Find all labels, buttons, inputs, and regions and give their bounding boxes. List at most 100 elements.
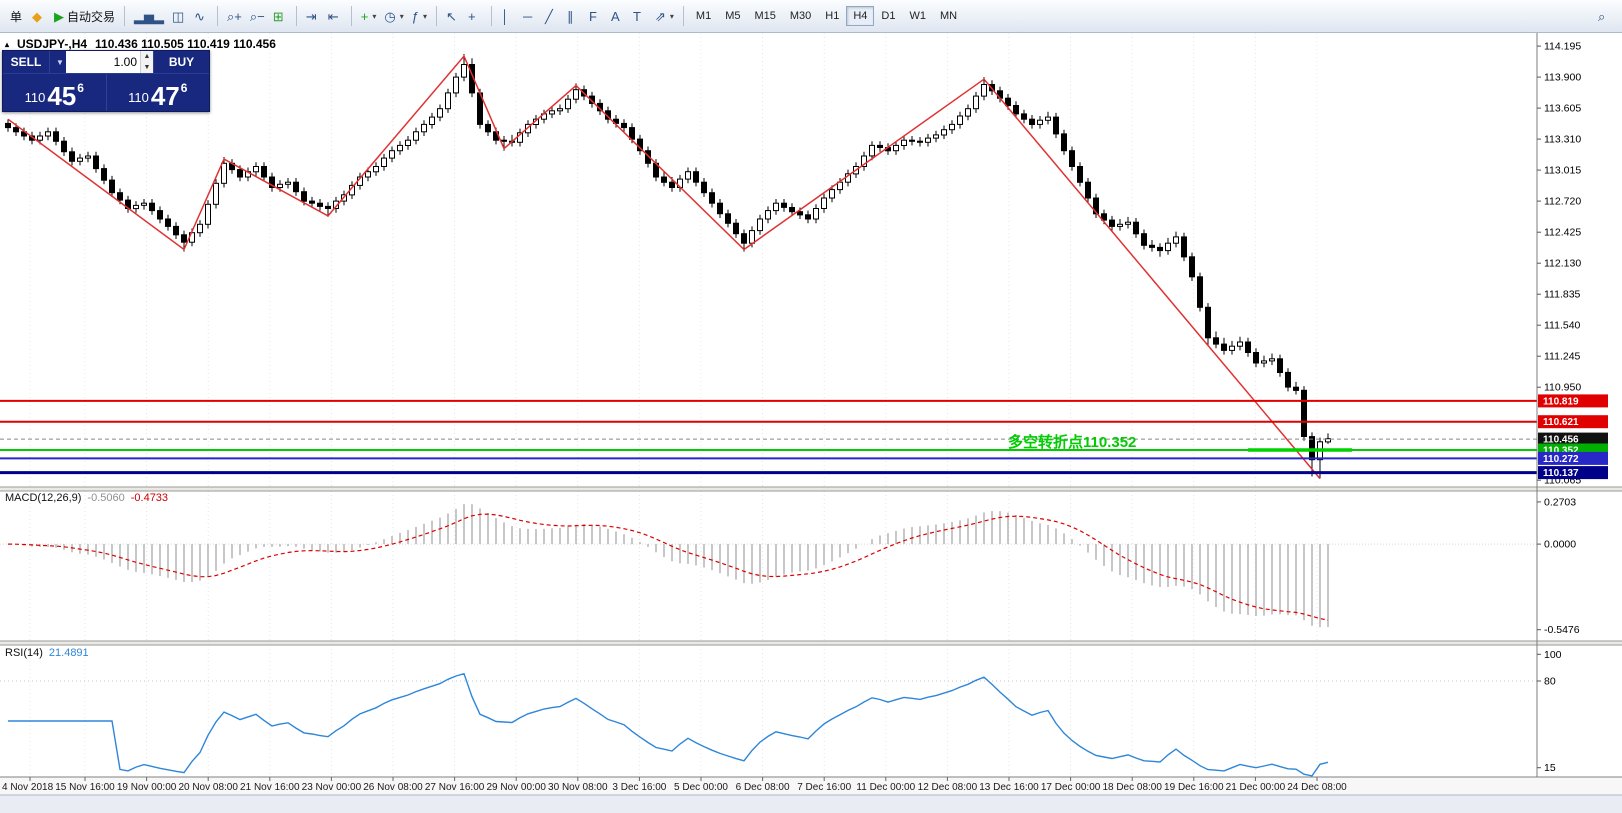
chevron-down-icon: ▾ (669, 11, 674, 21)
text-label-icon: T (632, 8, 641, 24)
volume-down-button[interactable]: ▼ (143, 64, 151, 71)
volume-dropdown-button[interactable]: ▼ (49, 51, 66, 73)
text-icon: A (610, 8, 620, 24)
text-button[interactable]: A (607, 4, 629, 28)
trendline-icon: ╱ (544, 8, 553, 24)
trendline-button[interactable]: ╱ (541, 4, 563, 28)
ask-price[interactable]: 110 47 6 (105, 74, 210, 111)
tile-windows-button[interactable]: ⊞ (269, 4, 291, 28)
svg-text:110.272: 110.272 (1543, 454, 1579, 465)
macd-pane (0, 504, 1537, 628)
svg-text:111.835: 111.835 (1544, 289, 1581, 301)
svg-text:18 Dec 08:00: 18 Dec 08:00 (1102, 782, 1162, 793)
svg-text:110.950: 110.950 (1544, 382, 1581, 394)
indicators-button[interactable]: ƒ ▾ (408, 4, 431, 28)
pane-separator-rsi[interactable] (0, 641, 1622, 646)
svg-text:110.456: 110.456 (1543, 435, 1579, 446)
new-chart-icon: + (360, 8, 369, 24)
sell-button[interactable]: SELL (3, 51, 49, 73)
periods-icon: ◷ (384, 8, 396, 24)
text-label-button[interactable]: T (629, 4, 651, 28)
ask-pipette: 6 (180, 81, 188, 95)
crosshair-button[interactable]: + (464, 4, 486, 28)
order-button[interactable]: 单 (6, 4, 28, 28)
bid-price[interactable]: 110 45 6 (3, 74, 106, 111)
timeframe-m30-button[interactable]: M30 (783, 6, 818, 26)
trade-panel-prices: 110 45 6 110 47 6 (3, 74, 209, 111)
timeframe-m1-button[interactable]: M1 (689, 6, 718, 26)
svg-text:15 Nov 16:00: 15 Nov 16:00 (55, 782, 115, 793)
vertical-line-button[interactable]: │ (497, 4, 519, 28)
svg-text:7 Dec 16:00: 7 Dec 16:00 (797, 782, 851, 793)
auto-scroll-button[interactable]: ⇥ (302, 4, 324, 28)
macd-signal-line (7, 513, 1329, 621)
volume-up-button[interactable]: ▲ (143, 53, 151, 60)
fibonacci-button[interactable]: F (585, 4, 607, 28)
toolbar-separator (217, 6, 219, 26)
volume-input[interactable] (66, 51, 140, 73)
trade-panel-controls: SELL ▼ ▲ ▼ BUY (3, 51, 209, 74)
toolbar-separator (682, 6, 684, 26)
zoom-out-button[interactable]: ⌕− (246, 4, 269, 28)
new-chart-button[interactable]: + ▾ (357, 4, 381, 28)
symbol-title: USDJPY-,H4 (17, 37, 88, 51)
svg-text:111.245: 111.245 (1544, 351, 1581, 363)
timeframe-d1-button[interactable]: D1 (874, 6, 902, 26)
vertical-line-icon: │ (500, 8, 510, 24)
timeframe-h1-button[interactable]: H1 (818, 6, 846, 26)
svg-text:27 Nov 16:00: 27 Nov 16:00 (425, 782, 485, 793)
svg-text:3 Dec 16:00: 3 Dec 16:00 (612, 782, 666, 793)
search-button[interactable]: ⌕ (1594, 4, 1616, 28)
line-chart-button[interactable]: ∿ (190, 4, 212, 28)
timeframe-h4-button[interactable]: H4 (846, 6, 875, 26)
favorites-icon: ◆ (32, 8, 42, 24)
horizontal-line-button[interactable]: ─ (519, 4, 541, 28)
zoom-in-button[interactable]: ⌕+ (223, 4, 246, 28)
timeframe-mn-button[interactable]: MN (933, 6, 964, 26)
svg-text:21 Nov 16:00: 21 Nov 16:00 (240, 782, 300, 793)
toolbar-separator (124, 6, 126, 26)
svg-text:24 Dec 08:00: 24 Dec 08:00 (1287, 782, 1347, 793)
svg-text:30 Nov 08:00: 30 Nov 08:00 (548, 782, 608, 793)
zigzag-indicator-line[interactable] (7, 54, 1321, 480)
rsi-indicator-label: RSI(14) 21.4891 (5, 647, 89, 659)
bid-big: 45 (47, 80, 77, 111)
buy-button[interactable]: BUY (153, 51, 209, 73)
price-axis[interactable] (1537, 33, 1622, 777)
timeframe-m5-button[interactable]: M5 (718, 6, 747, 26)
autotrading-icon: ▶ (54, 8, 64, 24)
ask-big: 47 (150, 80, 180, 111)
bid-pipette: 6 (77, 81, 84, 95)
equidistant-channel-icon: ∥ (566, 8, 574, 24)
svg-text:113.605: 113.605 (1544, 103, 1581, 115)
turning-point-annotation[interactable]: 多空转折点110.352 (1008, 434, 1137, 451)
macd-main-value: -0.5060 (87, 492, 125, 504)
toolbar-separator (435, 6, 437, 26)
favorites-button[interactable]: ◆ (28, 4, 50, 28)
pane-separator-macd[interactable] (0, 487, 1622, 492)
timeframe-m15-button[interactable]: M15 (747, 6, 782, 26)
svg-text:13 Dec 16:00: 13 Dec 16:00 (979, 782, 1039, 793)
cursor-button[interactable]: ↖ (442, 4, 464, 28)
volume-box: ▲ ▼ (66, 51, 153, 73)
time-axis[interactable] (0, 777, 1537, 795)
svg-text:11 Dec 00:00: 11 Dec 00:00 (856, 782, 915, 793)
collapse-panel-icon[interactable]: ▴ (5, 39, 10, 49)
chevron-down-icon: ▼ (56, 57, 64, 67)
arrows-button[interactable]: ⇗ ▾ (651, 4, 678, 28)
timeframe-w1-button[interactable]: W1 (902, 6, 933, 26)
periods-button[interactable]: ◷ ▾ (380, 4, 407, 28)
bar-chart-button[interactable]: ▂▅▂ (130, 4, 168, 28)
candlestick-chart-button[interactable]: ◫ (168, 4, 190, 28)
autotrading-button[interactable]: ▶ 自动交易 (50, 4, 119, 28)
svg-text:6 Dec 08:00: 6 Dec 08:00 (736, 782, 790, 793)
rsi-line (8, 672, 1329, 777)
tile-windows-icon: ⊞ (272, 8, 284, 24)
chart-shift-button[interactable]: ⇤ (324, 4, 346, 28)
equidistant-channel-button[interactable]: ∥ (563, 4, 585, 28)
svg-text:112.130: 112.130 (1544, 258, 1581, 270)
svg-text:26 Nov 08:00: 26 Nov 08:00 (363, 782, 423, 793)
zoom-out-icon: ⌕− (249, 8, 265, 24)
order-label: 单 (10, 9, 23, 24)
